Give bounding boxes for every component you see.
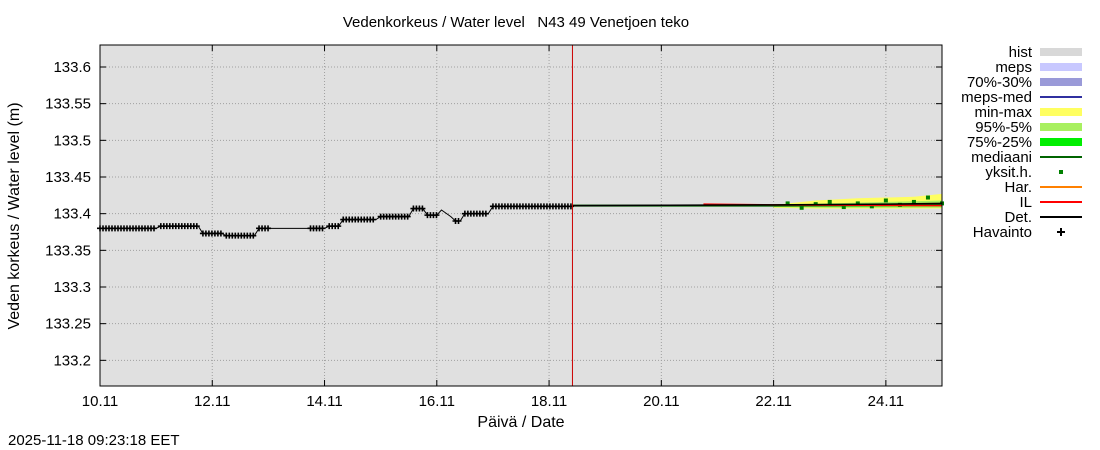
x-tick-label: 24.11	[868, 393, 904, 410]
y-tick-label: 133.2	[53, 352, 91, 369]
legend-label: hist	[1009, 44, 1033, 61]
legend: histmeps70%-30%meps-medmin-max95%-5%75%-…	[961, 44, 1082, 241]
legend-swatch	[1040, 108, 1082, 116]
yksit-dot	[883, 198, 888, 203]
yksit-dot	[925, 195, 930, 200]
legend-swatch	[1059, 170, 1063, 174]
plot-area	[100, 45, 942, 386]
legend-swatch	[1040, 63, 1082, 71]
yksit-dot	[841, 205, 846, 210]
y-tick-label: 133.4	[53, 206, 91, 223]
x-tick-label: 20.11	[643, 393, 679, 410]
x-tick-label: 12.11	[194, 393, 230, 410]
legend-swatch	[1057, 228, 1065, 236]
legend-label: IL	[1019, 194, 1032, 211]
havainto-marker	[433, 212, 440, 219]
series-layer	[97, 45, 944, 386]
legend-label: 75%-25%	[967, 134, 1032, 151]
havainto-marker	[265, 225, 272, 232]
yksit-dot	[869, 204, 874, 209]
havainto-marker	[335, 223, 342, 230]
x-tick-label: 18.11	[531, 393, 567, 410]
legend-label: 95%-5%	[975, 119, 1032, 136]
x-tick-label: 10.11	[82, 393, 118, 410]
legend-label: Havainto	[973, 224, 1032, 241]
havainto-marker	[319, 225, 326, 232]
legend-label: Har.	[1004, 179, 1032, 196]
grid-layer	[99, 45, 942, 386]
legend-label: yksit.h.	[985, 164, 1032, 181]
havainto-marker	[250, 232, 257, 239]
legend-label: 70%-30%	[967, 74, 1032, 91]
havainto-marker	[193, 223, 200, 230]
legend-label: mediaani	[971, 149, 1032, 166]
yksit-dot	[785, 201, 790, 206]
legend-swatch	[1040, 48, 1082, 56]
yksit-dot	[855, 201, 860, 206]
y-tick-label: 133.45	[45, 169, 91, 186]
y-tick-label: 133.5	[53, 132, 91, 149]
havainto-marker	[217, 230, 224, 237]
legend-label: min-max	[974, 104, 1032, 121]
havainto-marker	[419, 205, 426, 212]
havainto-marker	[455, 218, 462, 224]
y-tick-label: 133.25	[45, 316, 91, 333]
yksit-dot	[799, 205, 804, 210]
havainto-marker	[151, 225, 157, 232]
havainto-marker	[482, 210, 489, 217]
y-tick-label: 133.35	[45, 242, 91, 259]
legend-label: meps-med	[961, 89, 1032, 106]
yksit-dot	[827, 199, 832, 204]
legend-swatch	[1040, 78, 1082, 86]
tick-layer: 10.11 12.11 14.11 16.11 18.11 20.11 22.11 24.11…	[45, 45, 942, 410]
havainto-marker	[404, 213, 411, 220]
legend-swatch	[1040, 123, 1082, 131]
y-axis-label: Veden korkeus / Water level (m)	[6, 102, 23, 329]
x-tick-label: 16.11	[419, 393, 455, 410]
x-axis-label: Päivä / Date	[477, 414, 564, 431]
y-tick-label: 133.6	[53, 59, 91, 76]
yksit-dot	[911, 199, 916, 204]
x-tick-label: 22.11	[755, 393, 791, 410]
plot-frame	[99, 44, 943, 387]
x-tick-label: 14.11	[306, 393, 342, 410]
legend-label: meps	[995, 59, 1032, 76]
legend-swatch	[1040, 138, 1082, 146]
series-det	[572, 202, 943, 207]
timestamp-label: 2025-11-18 09:23:18 EET	[8, 432, 180, 449]
y-tick-label: 133.3	[53, 279, 91, 296]
chart-title: Vedenkorkeus / Water level N43 49 Venetj…	[343, 14, 689, 31]
legend-label: Det.	[1004, 209, 1032, 226]
y-tick-label: 133.55	[45, 96, 91, 113]
havainto-marker	[370, 216, 377, 223]
